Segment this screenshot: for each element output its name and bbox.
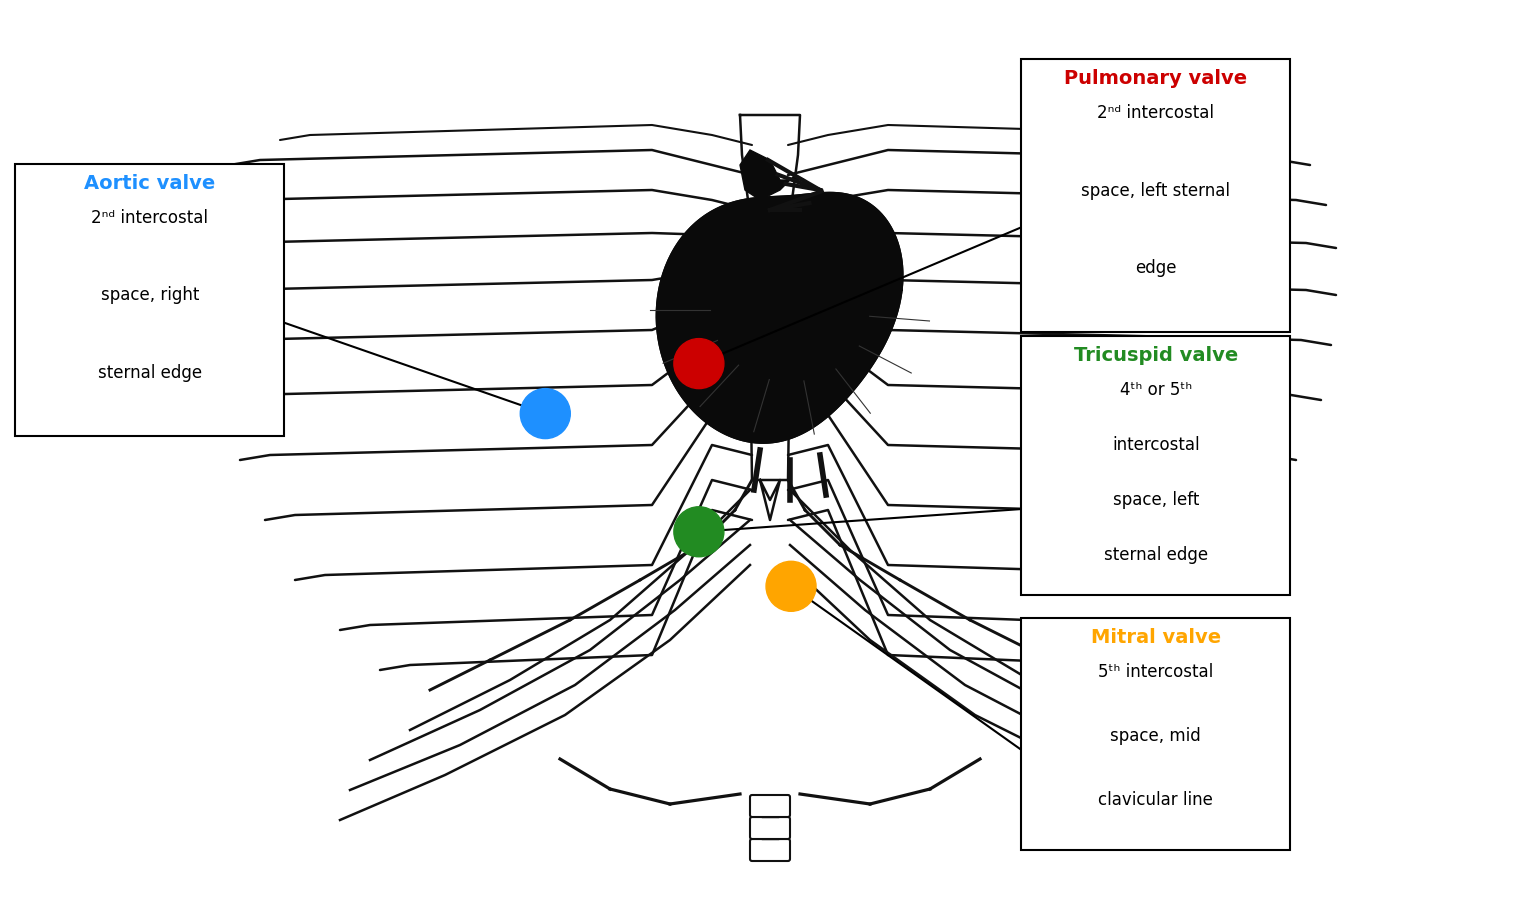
Text: space, left: space, left bbox=[1112, 491, 1200, 509]
Text: intercostal: intercostal bbox=[1112, 436, 1200, 454]
Text: sternal edge: sternal edge bbox=[98, 364, 201, 382]
Text: space, right: space, right bbox=[100, 286, 200, 305]
Text: Mitral valve: Mitral valve bbox=[1091, 628, 1221, 647]
Text: 2ⁿᵈ intercostal: 2ⁿᵈ intercostal bbox=[91, 209, 209, 226]
Text: Aortic valve: Aortic valve bbox=[84, 174, 215, 193]
Bar bbox=[1021, 59, 1290, 332]
Text: 4ᵗʰ or 5ᵗʰ: 4ᵗʰ or 5ᵗʰ bbox=[1120, 382, 1192, 399]
Polygon shape bbox=[656, 193, 903, 444]
Circle shape bbox=[674, 338, 723, 389]
Circle shape bbox=[521, 388, 570, 439]
Text: space, mid: space, mid bbox=[1111, 727, 1201, 745]
Text: Tricuspid valve: Tricuspid valve bbox=[1074, 346, 1238, 365]
Text: edge: edge bbox=[1135, 259, 1177, 277]
FancyBboxPatch shape bbox=[750, 839, 790, 861]
Circle shape bbox=[674, 506, 723, 557]
Bar bbox=[15, 164, 284, 436]
Text: clavicular line: clavicular line bbox=[1098, 791, 1213, 809]
FancyBboxPatch shape bbox=[750, 795, 790, 817]
Text: Pulmonary valve: Pulmonary valve bbox=[1064, 69, 1247, 88]
FancyBboxPatch shape bbox=[750, 817, 790, 839]
Bar bbox=[1021, 336, 1290, 595]
Text: 2ⁿᵈ intercostal: 2ⁿᵈ intercostal bbox=[1097, 105, 1215, 122]
Bar bbox=[1021, 618, 1290, 850]
Text: space, left sternal: space, left sternal bbox=[1081, 182, 1230, 200]
Polygon shape bbox=[740, 150, 805, 200]
Text: 5ᵗʰ intercostal: 5ᵗʰ intercostal bbox=[1098, 664, 1213, 681]
Circle shape bbox=[766, 561, 816, 612]
Text: sternal edge: sternal edge bbox=[1104, 545, 1207, 564]
